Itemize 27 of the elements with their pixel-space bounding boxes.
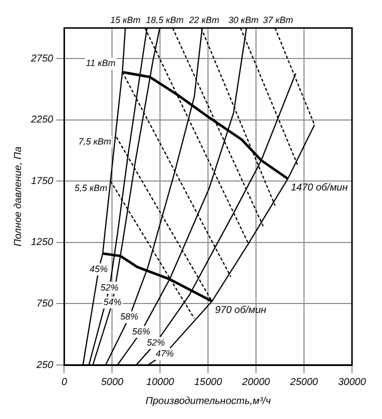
annotation: 22 кВт	[188, 15, 220, 25]
annotation: 18,5 кВт	[146, 15, 184, 25]
annotation: 45%	[90, 264, 108, 274]
y-tick-label: 750	[36, 298, 54, 310]
y-axis-title: Полное давление, Па	[12, 146, 24, 246]
annotation: 5,5 кВт	[74, 183, 108, 194]
annotation: 30 кВт	[228, 15, 260, 25]
y-tick-label: 2750	[30, 53, 54, 64]
annotation: 37 кВт	[262, 15, 294, 25]
y-tick-label: 250	[36, 360, 54, 371]
annotation: 11 кВт	[86, 58, 116, 68]
x-tick-label: 15000	[194, 376, 222, 388]
annotation: 15 кВт	[110, 15, 141, 25]
x-tick-label: 30000	[338, 376, 366, 388]
x-tick-label: 25000	[289, 376, 318, 388]
y-tick-label: 2250	[30, 114, 54, 126]
x-tick-label: 5000	[101, 376, 124, 388]
x-tick-label: 0	[61, 376, 68, 388]
annotation: 7,5 кВт	[78, 136, 112, 146]
annotation: 58%	[120, 312, 138, 322]
y-tick-label: 1750	[30, 176, 54, 187]
series-label: 970 об/мин	[214, 305, 267, 316]
x-tick-label: 10000	[146, 376, 175, 388]
series-label: 1470 об/мин	[290, 182, 348, 194]
x-axis-title: Производительность,м³/ч	[145, 396, 271, 407]
x-tick-label: 20000	[241, 376, 270, 388]
y-tick-label: 1250	[30, 237, 54, 248]
